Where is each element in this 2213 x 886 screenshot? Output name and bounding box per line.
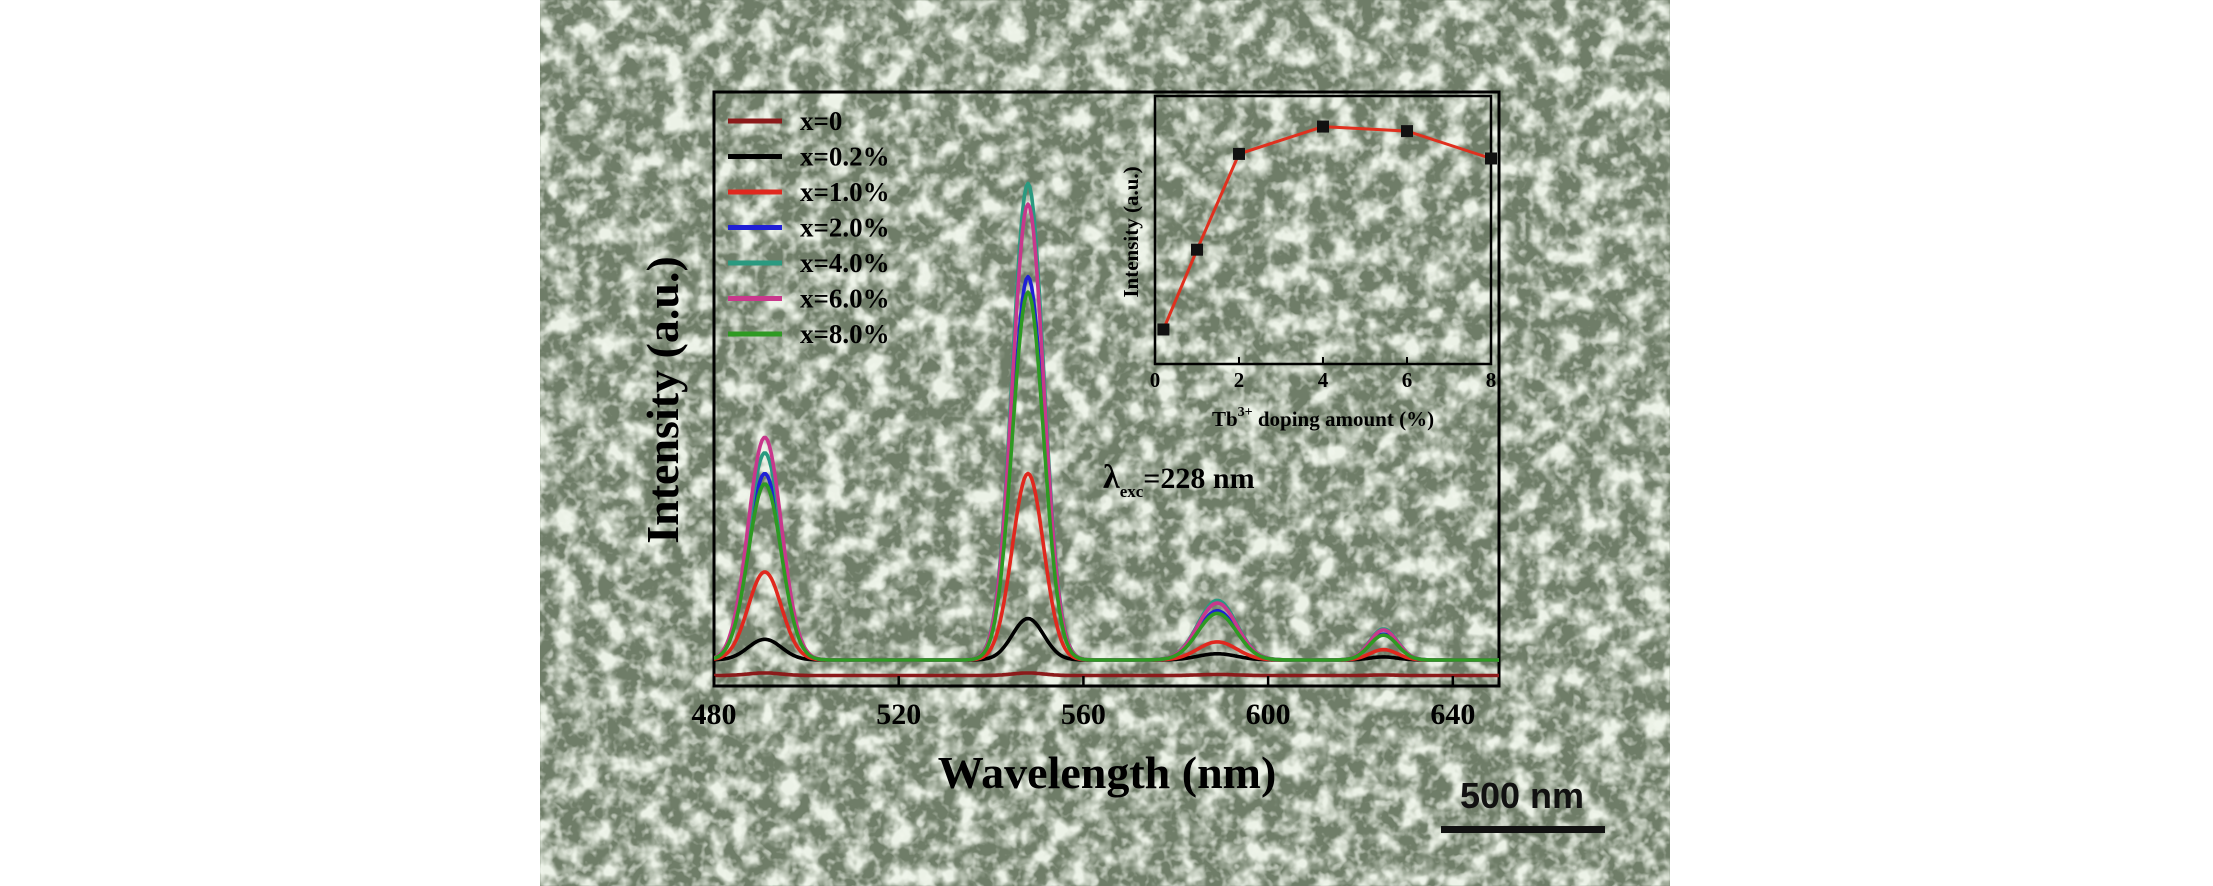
x-tick-label-0: 480 xyxy=(692,698,737,731)
inset-x-tick-label-1: 2 xyxy=(1234,368,1245,392)
inset-point-3 xyxy=(1317,120,1329,133)
main-chart: 480 520 560 600 640 Wavelength (nm) Intensit… xyxy=(637,90,1501,798)
annotation-lambda: λ xyxy=(1103,459,1120,496)
inset-x-tick-label-3: 6 xyxy=(1402,368,1413,392)
main-y-axis-label: Intensity (a.u.) xyxy=(637,256,688,544)
sem-background-fine-grain xyxy=(540,0,1670,886)
legend-label-4: x=4.0% xyxy=(800,248,890,278)
legend-label-1: x=0.2% xyxy=(800,142,890,172)
inset-y-axis-label: Intensity (a.u.) xyxy=(1119,166,1143,297)
legend-label-0: x=0 xyxy=(800,106,842,136)
annotation-value: =228 nm xyxy=(1143,462,1254,495)
legend-label-6: x=8.0% xyxy=(800,319,890,349)
series-line-6 xyxy=(714,290,1499,662)
inset-x-ticks: 0 2 4 6 8 xyxy=(1150,357,1497,392)
inset-point-2 xyxy=(1233,147,1245,160)
scale-bar: 500 nm xyxy=(1441,775,1605,833)
inset-x-tick-label-2: 4 xyxy=(1318,368,1329,392)
inset-x-tick-label-4: 8 xyxy=(1486,368,1497,392)
inset-line xyxy=(1162,125,1492,331)
main-x-axis-label: Wavelength (nm) xyxy=(938,747,1277,798)
sem-background xyxy=(540,0,1670,886)
inset-point-4 xyxy=(1401,125,1413,138)
scale-bar-label: 500 nm xyxy=(1460,775,1584,816)
main-series-group xyxy=(714,181,1499,678)
inset-x-axis-label: Tb3+ doping amount (%) xyxy=(1212,405,1434,431)
inset-x-label-rest: doping amount (%) xyxy=(1253,407,1434,431)
main-x-ticks: 480 520 560 600 640 xyxy=(692,676,1475,731)
scale-bar-line xyxy=(1441,826,1605,833)
inset-point-0 xyxy=(1157,323,1170,336)
legend-label-2: x=1.0% xyxy=(800,177,890,207)
inset-x-tick-label-0: 0 xyxy=(1150,368,1161,392)
legend-label-5: x=6.0% xyxy=(800,284,890,314)
legend-label-3: x=2.0% xyxy=(800,213,890,243)
x-tick-label-1: 520 xyxy=(876,698,921,731)
x-tick-label-2: 560 xyxy=(1061,698,1106,731)
inset-point-5 xyxy=(1485,152,1497,165)
annotation-subscript: exc xyxy=(1120,482,1144,501)
inset-point-1 xyxy=(1191,243,1203,256)
inset-x-label-sup: 3+ xyxy=(1238,405,1253,420)
main-plot-frame xyxy=(712,90,1501,688)
inset-x-label-main: Tb xyxy=(1212,407,1238,431)
x-tick-label-3: 600 xyxy=(1246,698,1291,731)
legend: x=0 x=0.2% x=1.0% x=2.0% x=4.0% x=6.0% x=8.0% xyxy=(728,106,890,349)
excitation-annotation: λexc=228 nm xyxy=(1103,459,1255,501)
x-tick-label-4: 640 xyxy=(1430,698,1475,731)
inset-chart: 0 2 4 6 8 Tb3+ doping amount (%) Intensity (… xyxy=(1119,94,1497,431)
inset-series-group xyxy=(1157,120,1497,336)
series-line-0 xyxy=(714,671,1499,678)
